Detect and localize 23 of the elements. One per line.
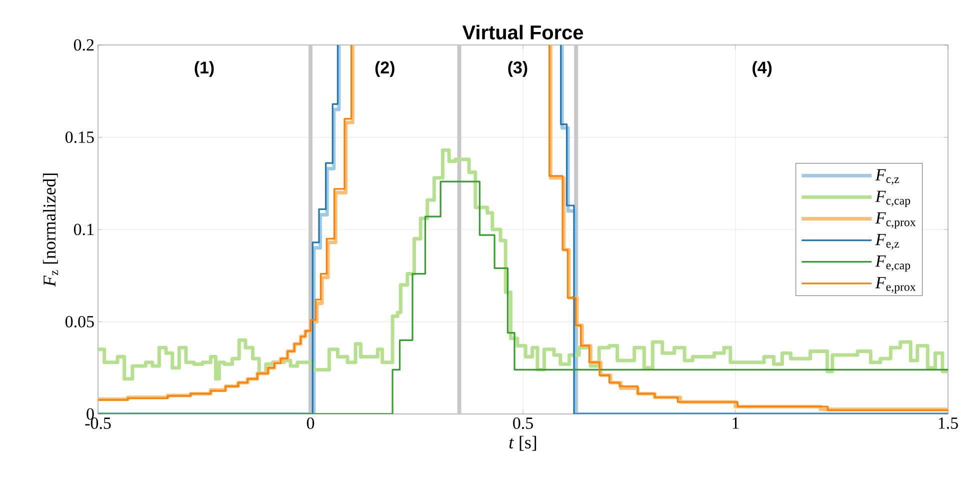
annotation: (1)	[194, 61, 214, 77]
annotation: (4)	[752, 61, 772, 77]
y-tick-label: 0	[86, 408, 94, 420]
legend-label: F$_{e,prox}$	[875, 277, 916, 294]
y-axis-title: F$_{z}$ [normalized]	[42, 174, 58, 287]
y-tick-label: 0.05	[65, 316, 94, 328]
annotation: (3)	[508, 61, 528, 77]
x-tick-label: 1	[732, 418, 739, 429]
x-tick-label: 0	[306, 418, 314, 429]
x-tick-label: -0.5	[85, 418, 111, 429]
x-tick-label: 0.5	[513, 418, 533, 429]
legend-label: F$_{c,z}$	[875, 169, 900, 185]
legend-label: F$_{c,prox}$	[875, 212, 916, 229]
legend-label: F$_{e,cap}$	[875, 256, 910, 272]
y-tick-label: 0.15	[65, 131, 94, 143]
annotation: (2)	[375, 61, 394, 77]
chart-title: Virtual Force	[462, 24, 584, 40]
x-tick-label: 1.5	[938, 418, 958, 429]
y-tick-label: 0.1	[74, 224, 94, 236]
x-axis-title: t [s]	[509, 436, 536, 451]
y-tick-label: 0.2	[74, 39, 94, 51]
legend-label: F$_{c,cap}$	[875, 190, 910, 208]
legend-label: F$_{e,z}$	[875, 234, 900, 250]
